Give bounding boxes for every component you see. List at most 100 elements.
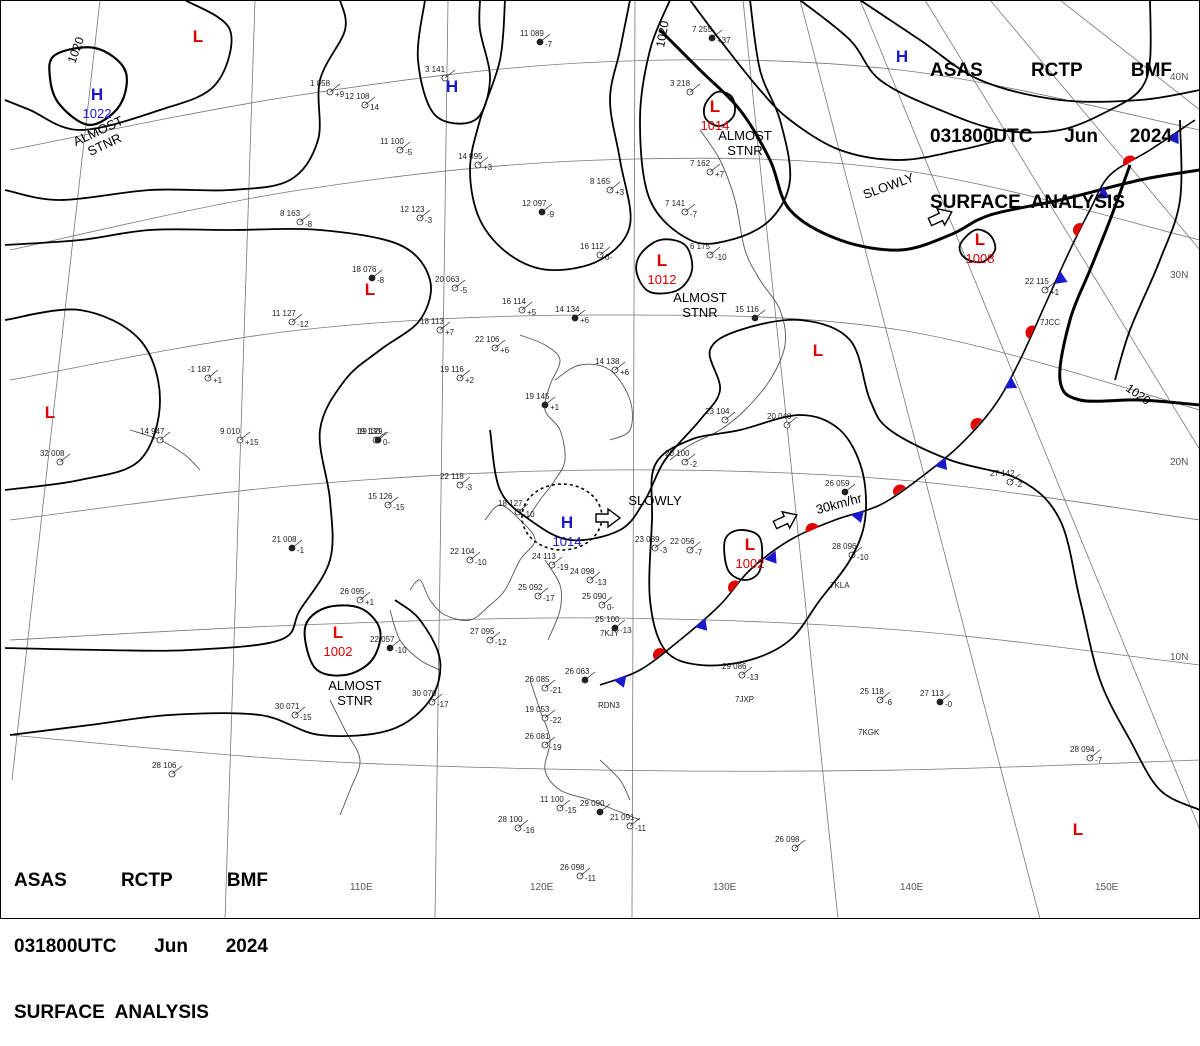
station-temp-pressure: 11 100 bbox=[540, 795, 564, 804]
valid-month: Jun bbox=[1064, 126, 1098, 147]
wind-barb bbox=[371, 269, 383, 279]
station-plot: 15 116 bbox=[735, 305, 766, 322]
station-temp-pressure: 22 057 bbox=[370, 635, 395, 644]
wind-barb bbox=[537, 587, 549, 597]
wind-barb bbox=[377, 431, 389, 441]
low-center: L 1002 bbox=[736, 535, 765, 571]
station-temp-pressure: 22 106 bbox=[475, 335, 500, 344]
station-tendency: -10 bbox=[523, 510, 535, 519]
low-center: L bbox=[45, 403, 55, 422]
station-code: RCTP bbox=[120, 870, 173, 891]
station-temp-pressure: 6 175 bbox=[690, 242, 711, 251]
isobar-3 bbox=[416, 0, 491, 125]
station-temp-pressure: 22 104 bbox=[450, 547, 475, 556]
station-temp-pressure: 11 089 bbox=[520, 29, 544, 38]
station-plot: 11 127-12 bbox=[272, 309, 309, 329]
isobar-10 bbox=[702, 90, 736, 127]
low-center: L 1012 bbox=[648, 251, 677, 287]
high-symbol: H bbox=[561, 513, 573, 532]
station-tendency: -1 bbox=[297, 546, 305, 555]
warm-front-semicircle bbox=[728, 580, 740, 593]
wind-barb bbox=[579, 867, 591, 877]
station-tendency: +6 bbox=[580, 316, 590, 325]
pressure-centers: H 1022 H H H 1014 L L 1014 L 1012 L 1008 L L L L 1002 L 100… bbox=[45, 27, 1083, 839]
wind-barb bbox=[494, 339, 506, 349]
isobar-7 bbox=[9, 599, 442, 738]
station-plot: 23 089-3 bbox=[635, 535, 668, 555]
station-plot: 14 947 bbox=[140, 427, 171, 444]
arrow-shape bbox=[772, 510, 798, 530]
station-plot: 19 145+1 bbox=[525, 392, 560, 412]
station-tendency: -6 bbox=[885, 698, 893, 707]
high-center: H 1014 bbox=[553, 513, 582, 549]
central-pressure: 1014 bbox=[701, 118, 730, 133]
station-temp-pressure: 21 091 bbox=[610, 813, 635, 822]
station-temp-pressure: 19 116 bbox=[440, 365, 464, 374]
fronts bbox=[599, 119, 1196, 688]
wind-barb bbox=[609, 181, 621, 191]
arrow-shape bbox=[595, 507, 622, 529]
wind-barb bbox=[291, 313, 303, 323]
station-tendency: -7 bbox=[1095, 756, 1103, 765]
wind-barb bbox=[741, 666, 753, 676]
wind-barb bbox=[599, 246, 611, 256]
station-temp-pressure: 3 218 bbox=[670, 79, 691, 88]
station-plot: 28 094-7 bbox=[1070, 745, 1103, 765]
meridian-6 bbox=[859, 0, 1200, 831]
low-center: L bbox=[813, 341, 823, 360]
isobar-17 bbox=[1114, 119, 1183, 381]
wind-barb bbox=[1044, 281, 1056, 291]
meridian-9 bbox=[1059, 0, 1200, 111]
parallel-1 bbox=[9, 157, 1200, 251]
station-plot: 15 126-15 bbox=[368, 492, 405, 512]
warm-front-semicircle bbox=[805, 523, 819, 533]
wind-barb bbox=[459, 369, 471, 379]
wind-barb bbox=[684, 203, 696, 213]
station-temp-pressure: 26 085 bbox=[525, 675, 550, 684]
station-temp-pressure: 7 255 bbox=[692, 25, 713, 34]
station-tendency: +7 bbox=[445, 328, 455, 337]
station-temp-pressure: 30 071 bbox=[275, 702, 300, 711]
wind-barb bbox=[387, 496, 399, 506]
station-plot: 32 008 bbox=[40, 449, 71, 466]
parallel-3 bbox=[9, 469, 1200, 521]
station-plot: 24 113-19 bbox=[532, 552, 569, 572]
low-symbol: L bbox=[365, 280, 375, 299]
central-pressure: 1002 bbox=[324, 644, 353, 659]
station-temp-pressure: 22 118 bbox=[440, 472, 464, 481]
station-tendency: -19 bbox=[550, 743, 562, 752]
station-temp-pressure: 7 162 bbox=[690, 159, 711, 168]
station-plot: 8 163 -8 bbox=[280, 209, 313, 229]
low-symbol: L bbox=[975, 230, 985, 249]
wind-barb bbox=[601, 596, 613, 606]
high-symbol: H bbox=[896, 47, 908, 66]
station-tendency: -17 bbox=[437, 700, 449, 709]
station-temp-pressure: 15 126 bbox=[368, 492, 393, 501]
station-tendency: 0- bbox=[383, 438, 390, 447]
wind-barb bbox=[299, 213, 311, 223]
longitude-label: 120E bbox=[530, 882, 554, 893]
station-tendency: +1 bbox=[1050, 288, 1060, 297]
arrow-shape bbox=[927, 207, 953, 227]
coastline-6 bbox=[329, 699, 361, 816]
low-symbol: L bbox=[193, 27, 203, 46]
station-tendency: -12 bbox=[495, 638, 507, 647]
station-tendency: -8 bbox=[305, 220, 313, 229]
station-plot: 25 100-13 bbox=[595, 615, 632, 635]
station-plot: 14 134+6 bbox=[555, 305, 590, 325]
header-line-1: ASAS RCTP BMF bbox=[930, 60, 1172, 82]
coastline-3 bbox=[669, 129, 786, 461]
isobar-13 bbox=[958, 228, 997, 264]
station-tendency: +15 bbox=[245, 438, 259, 447]
wind-barb bbox=[544, 396, 556, 406]
station-plot: 18 113+7 bbox=[420, 317, 455, 337]
station-temp-pressure: 9 010 bbox=[220, 427, 241, 436]
station-plot: -1 187+1 bbox=[188, 365, 223, 385]
station-temp-pressure: 26 063 bbox=[565, 667, 590, 676]
station-temp-pressure: 26 098 bbox=[560, 863, 585, 872]
cold-front-triangle bbox=[1054, 271, 1068, 284]
station-temp-pressure: 14 134 bbox=[555, 305, 580, 314]
annotation-line: ALMOST bbox=[328, 678, 382, 693]
